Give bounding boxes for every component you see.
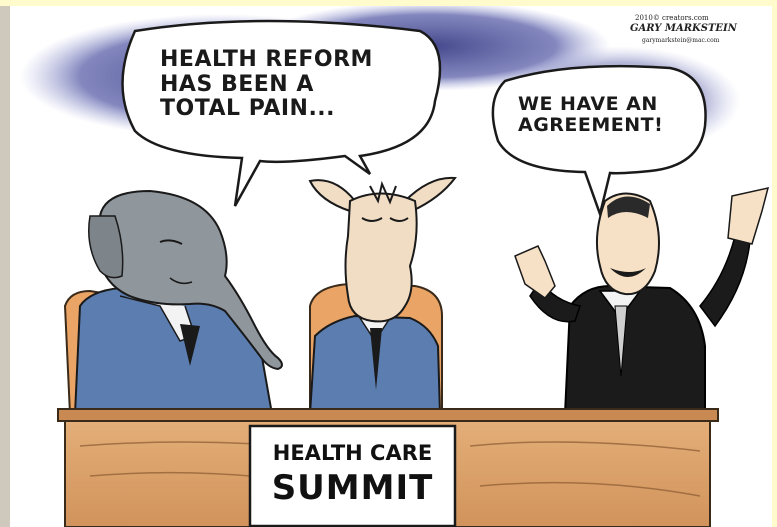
elephant-figure <box>73 189 283 415</box>
cheering-figure <box>514 187 770 415</box>
credit-email: garymarkstein@mac.com <box>642 37 720 44</box>
artist-signature: GARY MARKSTEIN <box>630 23 737 34</box>
speech-text-left: HEALTH REFORM HAS BEEN A TOTAL PAIN... <box>160 47 373 122</box>
speech-bubble-left <box>121 19 442 207</box>
placard-line-1: HEALTH CARE <box>272 441 433 465</box>
editorial-cartoon: HEALTH REFORM HAS BEEN A TOTAL PAIN... W… <box>10 6 772 527</box>
cartoon-drawing <box>20 6 770 527</box>
left-edge-strip <box>0 6 10 527</box>
credit-copyright: 2010© creators.com <box>635 14 709 22</box>
placard-line-2: SUMMIT <box>271 468 434 508</box>
summit-placard <box>248 424 457 527</box>
speech-text-right: WE HAVE AN AGREEMENT! <box>518 93 664 137</box>
donkey-figure <box>308 176 457 415</box>
speech-bubble-right <box>491 64 707 219</box>
